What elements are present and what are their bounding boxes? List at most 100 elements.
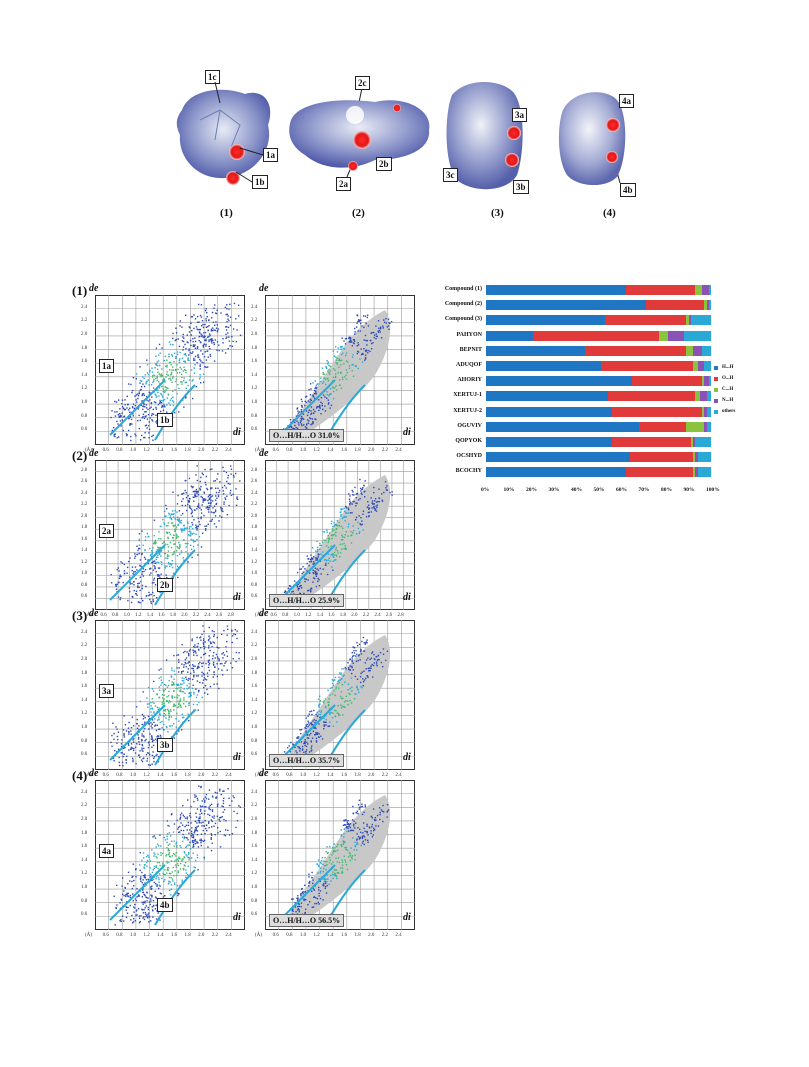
y-tick-label: 2.4: [81, 490, 88, 496]
x-tick-label: 2.2: [381, 448, 388, 453]
bar-segment: [704, 361, 711, 371]
callout-3b: 3b: [513, 180, 529, 194]
y-tick-label: 0.8: [251, 413, 258, 419]
legend-item: others: [714, 406, 735, 417]
x-tick-label: 2.4: [395, 448, 402, 453]
y-tick-label: 1.4: [81, 372, 88, 378]
stacked-bar: [486, 315, 711, 326]
x-tick-label: 1.0: [299, 933, 307, 938]
y-tick-label: 2.8: [81, 467, 88, 473]
y-tick-label: 2.2: [81, 318, 88, 324]
chart-legend: H...H O...H C...H N...H others: [714, 362, 735, 417]
fingerprint-plot-oh: 2.8 2.6 2.4 2.2 2.0 1.8 1.6 1.4 1.2 1.0 0.8 0.6 0.6 0…: [251, 448, 415, 618]
bar-segment: [704, 300, 707, 311]
y-tick-label: 2.2: [81, 643, 88, 649]
x-tick-label: 0.6: [102, 933, 109, 938]
x-tick-label: 2.0: [368, 448, 375, 453]
bar-segment: [695, 452, 698, 463]
category-label: Compound (2): [444, 301, 482, 308]
x-tick-label: 2.0: [198, 933, 205, 938]
stacked-bar: [486, 406, 711, 417]
x-tick-label: 2.4: [204, 613, 211, 618]
x-tick-label: 1.0: [129, 933, 137, 938]
di-axis-label: di: [233, 752, 241, 763]
y-tick-label: 2.0: [251, 513, 258, 519]
category-label: BEPNIT: [459, 346, 482, 353]
x-tick-label: 1.8: [184, 448, 191, 453]
hirshfeld-label-4: (4): [603, 207, 616, 219]
legend-label: H...H: [722, 365, 734, 370]
x-tick-label: 0.8: [282, 613, 289, 618]
bar-segment: [639, 421, 687, 432]
bar-segment: [690, 437, 693, 447]
x-tick-label: 1.0: [129, 448, 137, 453]
category-label: OGUVIV: [457, 422, 482, 429]
y-tick-label: 0.6: [81, 594, 88, 600]
fingerprint-svg: [265, 460, 415, 610]
x-tick-label: 0.8: [286, 448, 293, 453]
stacked-bar: [486, 391, 711, 402]
x-tick-label: 2.2: [381, 933, 388, 938]
bar-segment: [708, 376, 711, 387]
bar-segment: [625, 285, 696, 295]
y-tick-label: 1.2: [81, 711, 88, 717]
pointer-label-b: 4b: [157, 898, 173, 912]
x-tick-label: 1.2: [143, 933, 150, 938]
y-tick-label: 1.6: [81, 536, 88, 542]
de-axis-label: de: [89, 768, 99, 779]
bar-segment: [704, 406, 707, 417]
legend-item: C...H: [714, 384, 735, 395]
bar-segment: [706, 391, 711, 402]
y-tick-label: 0.8: [81, 413, 88, 419]
y-tick-label: 2.2: [251, 643, 258, 649]
callout-3c: 3c: [443, 168, 458, 182]
callout-2b: 2b: [376, 157, 392, 171]
y-tick-label: 2.2: [251, 318, 258, 324]
bar-segment: [704, 376, 709, 387]
x-tick-label: 1.0: [123, 613, 130, 618]
x-tick-label: 1.2: [313, 448, 320, 453]
x-tick-label: 1.8: [339, 613, 347, 618]
category-label: BCOCHY: [455, 468, 482, 475]
x-tick-label: 2.0: [368, 933, 375, 938]
x-tick-label: 0.8: [116, 448, 123, 453]
fingerprint-row-label: (2): [72, 448, 88, 463]
x-tick-label: 2.6: [385, 613, 393, 618]
bar-segment: [686, 315, 689, 326]
bar-segment: [686, 345, 693, 356]
callout-2c: 2c: [355, 76, 370, 90]
x-tick-label: 2.4: [374, 613, 381, 618]
y-tick-label: 0.6: [81, 912, 88, 918]
callout-4b: 4b: [620, 183, 636, 197]
y-tick-label: 2.6: [251, 479, 258, 485]
x-tick-label: 1.6: [170, 773, 178, 778]
x-tick-label: 1.2: [143, 773, 150, 778]
y-tick-label: 1.8: [251, 670, 258, 676]
stacked-bar: [486, 467, 711, 478]
y-tick-label: 1.6: [251, 536, 258, 542]
y-tick-label: 1.6: [251, 359, 258, 365]
y-tick-label: 1.4: [251, 857, 258, 863]
hirshfeld-surface-3: [446, 82, 523, 190]
bar-segment: [706, 406, 711, 417]
y-tick-label: 1.2: [81, 559, 88, 565]
y-tick-label: 1.4: [251, 548, 258, 554]
fingerprint-row-label: (4): [72, 768, 88, 783]
bar-segment: [693, 345, 702, 356]
stacked-bar: [486, 421, 711, 432]
x-tick-label: 1.8: [354, 773, 361, 778]
y-tick-label: 2.0: [81, 513, 88, 519]
fingerprint-plot-full: 2.4 2.2 2.0 1.8 1.6 1.4 1.2 1.0 0.8 0.6 0.6 0.8 1.0 1…: [81, 283, 245, 453]
de-axis-label: de: [259, 768, 269, 779]
x-tick-label: 1.6: [170, 448, 178, 453]
pointer-label-b: 3b: [157, 738, 173, 752]
x-tick-label: 2.4: [395, 773, 402, 778]
bar-segment: [607, 391, 696, 402]
x-tick-label: 1.0: [299, 448, 307, 453]
hirshfeld-label-3: (3): [491, 207, 504, 219]
bar-segment: [612, 406, 702, 417]
bar-segment: [695, 285, 702, 295]
y-tick-label: 0.8: [251, 898, 258, 904]
x-tick-label: 90%: [683, 486, 695, 493]
bar-segment: [702, 406, 705, 417]
